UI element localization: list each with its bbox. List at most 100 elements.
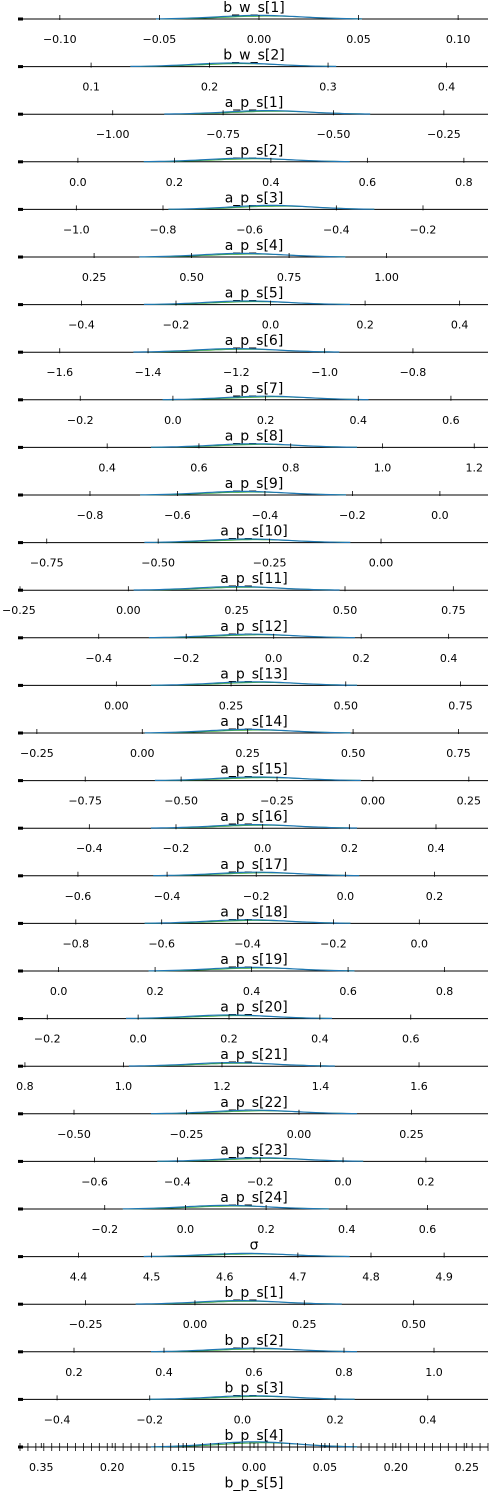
panel-title: a_p_s[15] [220,762,288,778]
panel-title: a_p_s[5] [225,286,284,302]
x-tick-label: −0.2 [410,223,437,236]
panel-title: a_p_s[6] [225,333,284,349]
x-tick-label: 0.25 [219,699,244,712]
x-tick-label: −0.4 [164,1175,191,1188]
x-tick-label: 0.25 [457,795,482,808]
x-tick-label: 0.0 [411,937,429,950]
x-tick-label: 4.9 [435,1271,453,1284]
x-tick-label: 0.75 [446,747,471,760]
x-tick-label: 0.50 [401,1318,426,1331]
x-tick-label: −0.50 [317,128,351,141]
panel-title: a_p_s[23] [220,1142,288,1158]
x-tick-label: 0.75 [448,699,473,712]
x-tick-label: −1.4 [135,366,162,379]
panel-16: a_p_s[14] −0.25 0.00 0.25 0.50 0.75 [18,714,488,760]
x-tick-label: 1.4 [312,1080,330,1093]
panel-27: σ 4.4 4.5 4.6 4.7 4.8 4.9 [18,1238,488,1284]
x-tick-label: 0.00 [130,747,155,760]
x-tick-label: 0.25 [82,271,107,284]
x-tick-label: −0.4 [44,1413,71,1426]
panel-3: a_p_s[1] −1.00 −0.75 −0.50 −0.25 [18,95,488,141]
x-tick-label: −1.00 [96,128,130,141]
x-tick-label: −0.75 [30,557,64,570]
x-tick-label: −0.2 [243,890,270,903]
panel-31: b_p_s[4] 0.35 0.20 0.15 0.00 0.05 0.20 0.25 [18,1428,489,1474]
x-tick-label: 0.4 [440,652,458,665]
x-tick-label: 0.10 [446,33,471,46]
density-curve [135,1300,342,1305]
x-tick-label: 4.4 [70,1271,88,1284]
panel-22: a_p_s[20] −0.2 0.0 0.2 0.4 0.6 [18,1000,488,1046]
panel-title: b_p_s[3] [225,1380,284,1396]
density-curve [128,1062,335,1067]
panel-title: a_p_s[1] [225,95,284,111]
panel-9: a_p_s[7] −0.2 0.0 0.2 0.4 0.6 [18,381,488,427]
x-tick-label: −0.8 [62,937,89,950]
x-tick-label: 0.2 [352,652,370,665]
panel-title: a_p_s[18] [220,904,288,920]
x-tick-label: −0.8 [77,509,104,522]
x-tick-label: −0.2 [34,1033,61,1046]
x-tick-label: −0.2 [136,1413,163,1426]
density-curve [151,1109,357,1115]
x-tick-label: 0.20 [100,1461,125,1474]
panel-20: a_p_s[18] −0.8 −0.6 −0.4 −0.2 0.0 [18,904,488,950]
x-tick-label: −0.8 [400,366,427,379]
density-curve [140,490,346,496]
x-tick-label: 0.8 [455,176,473,189]
x-tick-label: 0.8 [436,985,454,998]
panel-title: a_p_s[19] [220,952,288,968]
density-curve [139,252,346,258]
x-tick-label: 0.0 [334,1175,352,1188]
x-tick-label: 1.0 [374,461,392,474]
x-tick-label: 0.00 [247,33,272,46]
x-tick-label: −0.4 [234,937,261,950]
density-curve [168,204,375,210]
density-curve [143,157,350,163]
x-tick-label: 4.5 [143,1271,161,1284]
panel-title: a_p_s[13] [220,666,288,682]
panel-title: a_p_s[3] [225,190,284,206]
x-tick-label: 0.4 [311,1033,329,1046]
x-tick-label: 0.4 [155,1366,173,1379]
x-tick-label: 0.2 [417,1175,435,1188]
x-tick-label: 0.00 [369,557,394,570]
x-tick-label: 0.25 [235,747,260,760]
x-tick-label: 0.3 [319,81,337,94]
x-tick-label: −0.10 [43,33,77,46]
x-tick-label: 0.20 [384,1461,409,1474]
panel-title: a_p_s[9] [225,476,284,492]
x-tick-label: 0.0 [431,509,449,522]
panel-title: a_p_s[10] [220,524,288,540]
x-tick-label: 0.0 [177,1223,195,1236]
x-tick-label: −0.50 [57,1128,91,1141]
x-tick-label: −0.25 [260,795,294,808]
x-tick-label: 0.50 [341,747,366,760]
panel-18: a_p_s[16] −0.4 −0.2 0.0 0.2 0.4 [18,809,488,855]
x-tick-label: 0.2 [146,985,164,998]
x-tick-label: 0.75 [277,271,302,284]
x-tick-label: 0.25 [224,604,249,617]
panel-13: a_p_s[11] −0.25 0.00 0.25 0.50 0.75 [2,571,488,617]
panel-title: a_p_s[21] [220,1047,288,1063]
x-tick-label: −0.6 [148,937,175,950]
x-tick-label: −0.4 [323,223,350,236]
x-tick-label: 0.6 [359,176,377,189]
x-tick-label: −0.6 [65,890,92,903]
panel-title: b_p_s[5] [225,1476,284,1492]
x-tick-label: 0.2 [166,176,184,189]
x-tick-label: 0.6 [419,1223,437,1236]
panel-title: b_w_s[2] [223,48,284,64]
panel-title: a_p_s[20] [220,1000,288,1016]
panel-15: a_p_s[13] 0.00 0.25 0.50 0.75 [18,666,488,712]
panel-title: a_p_s[11] [220,571,288,587]
density-curve [150,1441,358,1448]
x-tick-label: 4.7 [289,1271,307,1284]
x-tick-label: −0.50 [141,557,175,570]
x-tick-label: 0.8 [282,461,300,474]
x-tick-label: −1.2 [223,366,250,379]
x-tick-label: 1.6 [410,1080,428,1093]
panel-23: a_p_s[21] 0.8 1.0 1.2 1.4 1.6 [16,1047,488,1093]
x-tick-label: 0.35 [29,1461,54,1474]
